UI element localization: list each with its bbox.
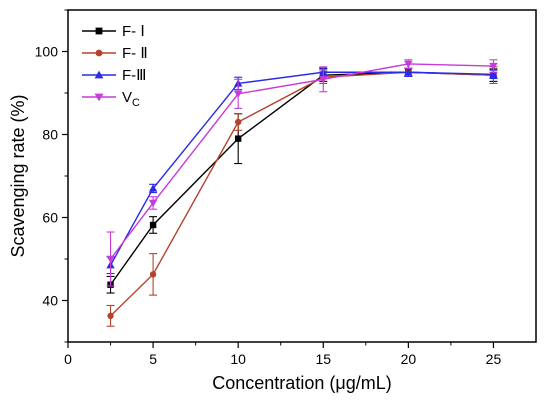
legend-label: F-Ⅲ bbox=[122, 67, 147, 84]
x-tick-label: 20 bbox=[401, 351, 417, 367]
series-layer bbox=[106, 59, 498, 327]
data-point bbox=[107, 312, 114, 320]
series-4 bbox=[106, 59, 498, 287]
data-point bbox=[106, 255, 115, 264]
data-point bbox=[233, 90, 243, 99]
data-point bbox=[404, 60, 413, 69]
data-point bbox=[234, 135, 242, 142]
data-point bbox=[148, 199, 158, 208]
x-tick-label: 0 bbox=[64, 351, 72, 367]
x-tick-label: 25 bbox=[486, 351, 502, 367]
series-line bbox=[109, 71, 494, 266]
legend-marker bbox=[95, 27, 103, 35]
x-axis-title: Concentration (μg/mL) bbox=[212, 373, 391, 393]
axis-ticks: 0 5 10 15 20 25 40 60 80 100 bbox=[35, 9, 502, 367]
legend-item-1: F- Ⅰ bbox=[82, 23, 145, 40]
legend-label: F- Ⅱ bbox=[122, 45, 148, 62]
x-tick-label: 15 bbox=[315, 351, 331, 367]
data-point bbox=[149, 271, 157, 278]
y-axis-title: Scavenging rate (%) bbox=[8, 94, 28, 257]
legend-marker bbox=[94, 70, 104, 79]
legend-item-3: F-Ⅲ bbox=[82, 67, 147, 84]
y-tick-label: 100 bbox=[35, 44, 59, 60]
legend-label: F- Ⅰ bbox=[122, 23, 145, 40]
legend-item-2: F- Ⅱ bbox=[82, 45, 148, 62]
data-point bbox=[148, 184, 158, 192]
y-tick-label: 80 bbox=[42, 127, 58, 143]
data-point bbox=[149, 221, 157, 229]
data-point bbox=[489, 70, 498, 78]
legend: F- Ⅰ F- Ⅱ F-Ⅲ VC bbox=[82, 23, 148, 109]
legend-marker bbox=[94, 93, 104, 102]
legend-label-text: F- Ⅱ bbox=[122, 45, 148, 62]
legend-label-text: F- Ⅰ bbox=[122, 23, 145, 40]
series-3 bbox=[106, 67, 498, 275]
series-2 bbox=[106, 66, 498, 327]
x-tick-label: 10 bbox=[230, 351, 246, 367]
legend-label-text: V bbox=[122, 89, 132, 106]
data-point bbox=[489, 62, 498, 71]
data-point bbox=[234, 118, 242, 126]
y-tick-label: 60 bbox=[42, 210, 58, 226]
x-tick-label: 5 bbox=[149, 351, 157, 367]
series-1 bbox=[106, 67, 498, 294]
data-point bbox=[319, 76, 328, 84]
data-point bbox=[404, 68, 413, 76]
legend-item-4: VC bbox=[82, 89, 140, 109]
series-line bbox=[109, 71, 494, 286]
series-line bbox=[110, 71, 494, 317]
series-line bbox=[109, 63, 494, 260]
legend-marker bbox=[95, 49, 103, 57]
legend-label-text: F-Ⅲ bbox=[122, 67, 147, 84]
y-tick-label: 40 bbox=[42, 293, 58, 309]
legend-label: VC bbox=[122, 89, 140, 109]
legend-label-subscript: C bbox=[132, 97, 140, 109]
